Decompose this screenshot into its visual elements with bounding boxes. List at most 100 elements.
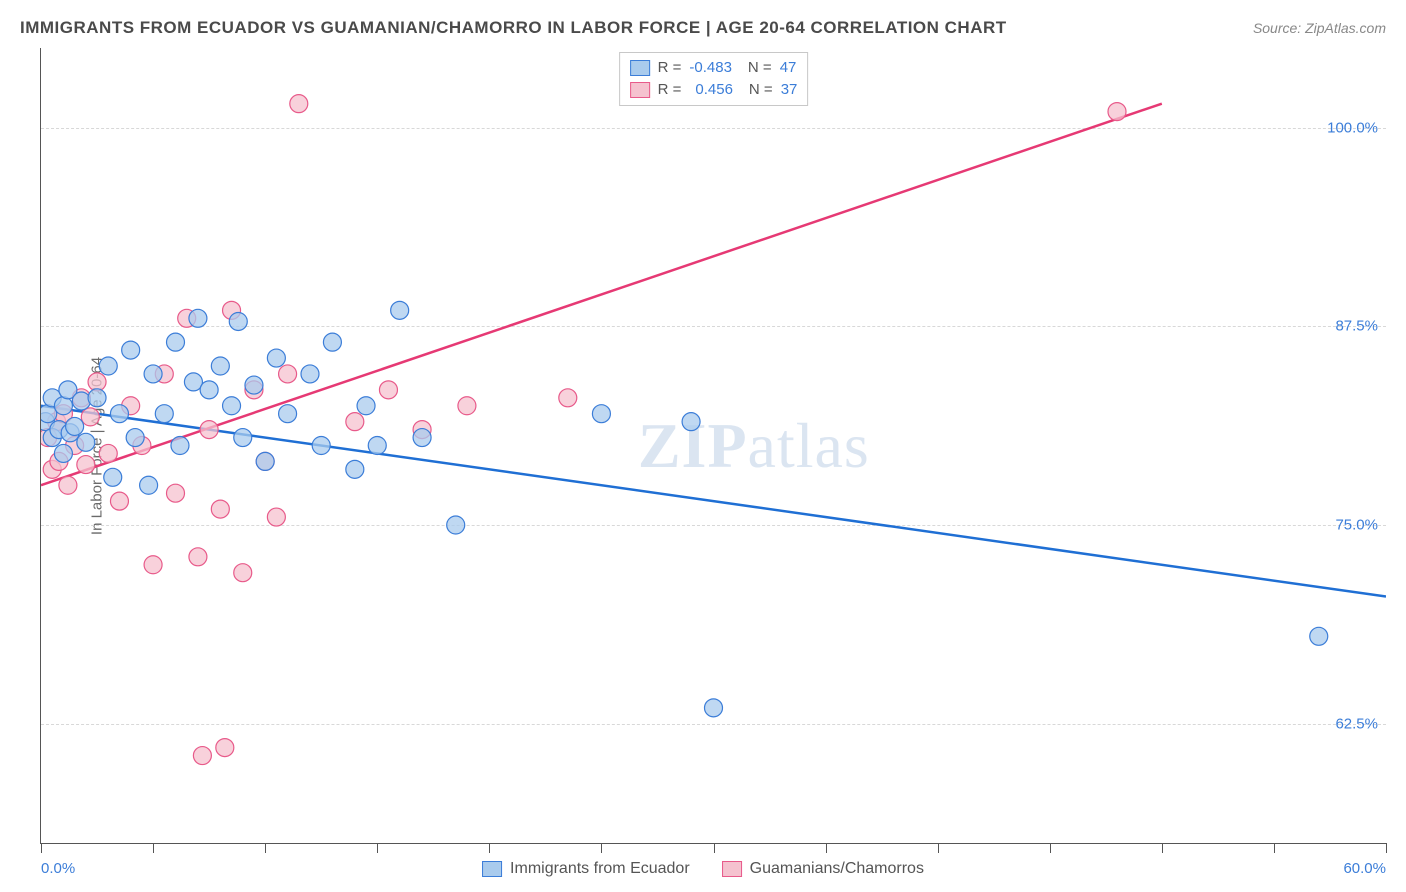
data-point: [682, 413, 700, 431]
data-point: [99, 444, 117, 462]
x-tick: [489, 843, 490, 853]
data-point: [211, 357, 229, 375]
legend-swatch-blue: [482, 861, 502, 877]
data-point: [447, 516, 465, 534]
x-tick: [1050, 843, 1051, 853]
data-point: [256, 452, 274, 470]
x-tick: [1162, 843, 1163, 853]
legend-label-1: Immigrants from Ecuador: [510, 860, 690, 878]
data-point: [171, 437, 189, 455]
data-point: [200, 381, 218, 399]
x-tick: [1274, 843, 1275, 853]
data-point: [234, 564, 252, 582]
data-point: [81, 408, 99, 426]
source-attribution: Source: ZipAtlas.com: [1253, 20, 1386, 36]
series-legend: Immigrants from Ecuador Guamanians/Chamo…: [482, 860, 924, 878]
x-tick: [265, 843, 266, 853]
data-point: [66, 417, 84, 435]
data-point: [301, 365, 319, 383]
data-point: [167, 484, 185, 502]
data-point: [234, 429, 252, 447]
x-tick: [153, 843, 154, 853]
data-point: [126, 429, 144, 447]
data-point: [88, 373, 106, 391]
data-point: [279, 405, 297, 423]
data-point: [1310, 627, 1328, 645]
data-point: [189, 548, 207, 566]
legend-swatch-pink: [630, 82, 650, 98]
x-tick: [377, 843, 378, 853]
data-point: [54, 444, 72, 462]
x-tick-label: 60.0%: [1343, 860, 1386, 877]
data-point: [357, 397, 375, 415]
data-point: [200, 421, 218, 439]
r-value-2: 0.456: [695, 79, 733, 101]
r-value-1: -0.483: [689, 57, 732, 79]
data-point: [54, 397, 72, 415]
legend-row-series1: R = -0.483 N = 47: [630, 57, 798, 79]
data-point: [77, 433, 95, 451]
data-point: [223, 397, 241, 415]
r-label: R =: [658, 79, 682, 101]
x-tick: [938, 843, 939, 853]
legend-item-1: Immigrants from Ecuador: [482, 860, 690, 878]
x-tick: [714, 843, 715, 853]
n-value-1: 47: [780, 57, 797, 79]
legend-swatch-blue: [630, 60, 650, 76]
data-point: [88, 389, 106, 407]
n-value-2: 37: [781, 79, 798, 101]
data-point: [211, 500, 229, 518]
x-tick: [601, 843, 602, 853]
data-point: [458, 397, 476, 415]
data-point: [559, 389, 577, 407]
legend-swatch-pink: [722, 861, 742, 877]
n-label: N =: [749, 79, 773, 101]
n-label: N =: [748, 57, 772, 79]
data-point: [193, 747, 211, 765]
x-tick-label: 0.0%: [41, 860, 75, 877]
data-point: [592, 405, 610, 423]
x-tick: [1386, 843, 1387, 853]
data-point: [245, 376, 263, 394]
data-point: [155, 405, 173, 423]
data-point: [122, 341, 140, 359]
data-point: [1108, 103, 1126, 121]
scatter-svg: [41, 48, 1386, 843]
data-point: [312, 437, 330, 455]
x-tick: [41, 843, 42, 853]
data-point: [189, 309, 207, 327]
data-point: [59, 476, 77, 494]
data-point: [323, 333, 341, 351]
chart-plot-area: ZIPatlas R = -0.483 N = 47 R = 0.456 N =…: [40, 48, 1386, 844]
data-point: [229, 312, 247, 330]
data-point: [279, 365, 297, 383]
legend-row-series2: R = 0.456 N = 37: [630, 79, 798, 101]
chart-title: IMMIGRANTS FROM ECUADOR VS GUAMANIAN/CHA…: [20, 18, 1007, 38]
data-point: [144, 365, 162, 383]
x-tick: [826, 843, 827, 853]
data-point: [705, 699, 723, 717]
data-point: [368, 437, 386, 455]
r-label: R =: [658, 57, 682, 79]
data-point: [77, 456, 95, 474]
data-point: [391, 301, 409, 319]
data-point: [144, 556, 162, 574]
data-point: [290, 95, 308, 113]
data-point: [104, 468, 122, 486]
data-point: [99, 357, 117, 375]
correlation-legend: R = -0.483 N = 47 R = 0.456 N = 37: [619, 52, 809, 106]
data-point: [216, 739, 234, 757]
data-point: [346, 460, 364, 478]
data-point: [267, 349, 285, 367]
legend-item-2: Guamanians/Chamorros: [722, 860, 924, 878]
data-point: [267, 508, 285, 526]
data-point: [72, 392, 90, 410]
data-point: [167, 333, 185, 351]
data-point: [110, 492, 128, 510]
data-point: [413, 429, 431, 447]
data-point: [140, 476, 158, 494]
data-point: [110, 405, 128, 423]
data-point: [379, 381, 397, 399]
data-point: [346, 413, 364, 431]
legend-label-2: Guamanians/Chamorros: [750, 860, 924, 878]
